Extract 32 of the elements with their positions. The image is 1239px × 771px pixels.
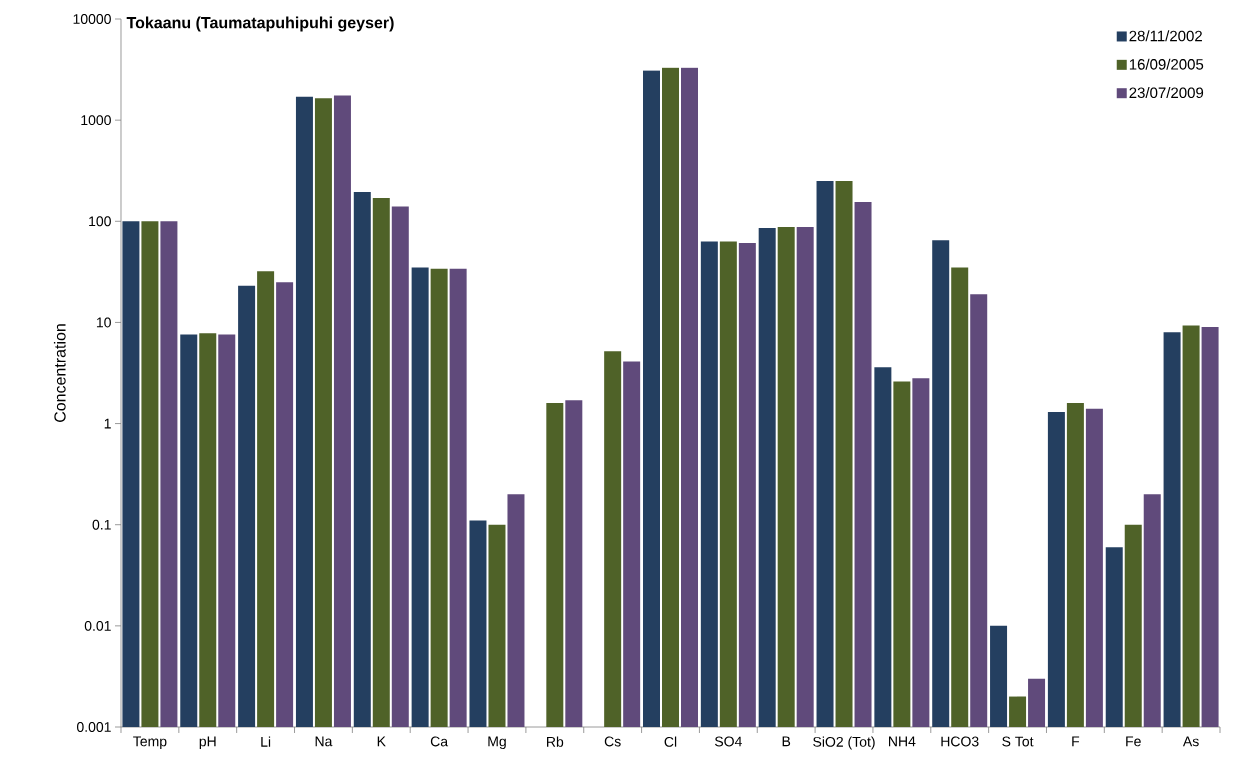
y-tick-label: 1: [104, 418, 111, 429]
x-tick-label: As: [1182, 736, 1199, 747]
x-tick-label: Li: [261, 736, 271, 747]
x-tick-label: Ca: [430, 736, 449, 747]
x-tick-label: Temp: [133, 736, 167, 750]
legend-label: 23/07/2009: [1129, 87, 1204, 99]
y-tick-label: 100: [89, 216, 111, 227]
x-tick-label: Fe: [1126, 736, 1141, 747]
y-tick-label: 10000: [73, 14, 111, 24]
x-tick-label: pH: [199, 736, 216, 750]
y-tick-label: 1000: [81, 115, 111, 126]
y-tick-label: 0.1: [92, 519, 111, 530]
legend-label: 16/09/2005: [1129, 58, 1204, 70]
x-tick-label: Cs: [604, 736, 621, 747]
x-tick-label: K: [377, 736, 386, 747]
x-tick-label: Rb: [547, 736, 564, 747]
chart-title: Tokaanu (Taumatapuhipuhi geyser): [126, 16, 394, 32]
y-axis-title: Concentration: [53, 324, 66, 422]
x-tick-label: B: [782, 736, 791, 747]
x-tick-label: Cl: [664, 736, 677, 747]
y-tick-label: 10: [96, 317, 111, 328]
x-tick-label: F: [1072, 736, 1080, 747]
x-tick-label: SiO2 (Tot): [813, 736, 875, 750]
x-tick-label: S Tot: [1002, 736, 1034, 747]
x-tick-label: Na: [315, 736, 333, 747]
legend-label: 28/11/2002: [1129, 30, 1202, 42]
y-tick-label: 0.01: [84, 620, 111, 631]
y-tick-label: 0.001: [76, 722, 111, 732]
x-tick-label: SO4: [714, 736, 742, 747]
x-tick-label: NH4: [889, 736, 916, 747]
x-tick-label: Mg: [488, 736, 506, 750]
x-tick-label: HCO3: [941, 736, 979, 747]
